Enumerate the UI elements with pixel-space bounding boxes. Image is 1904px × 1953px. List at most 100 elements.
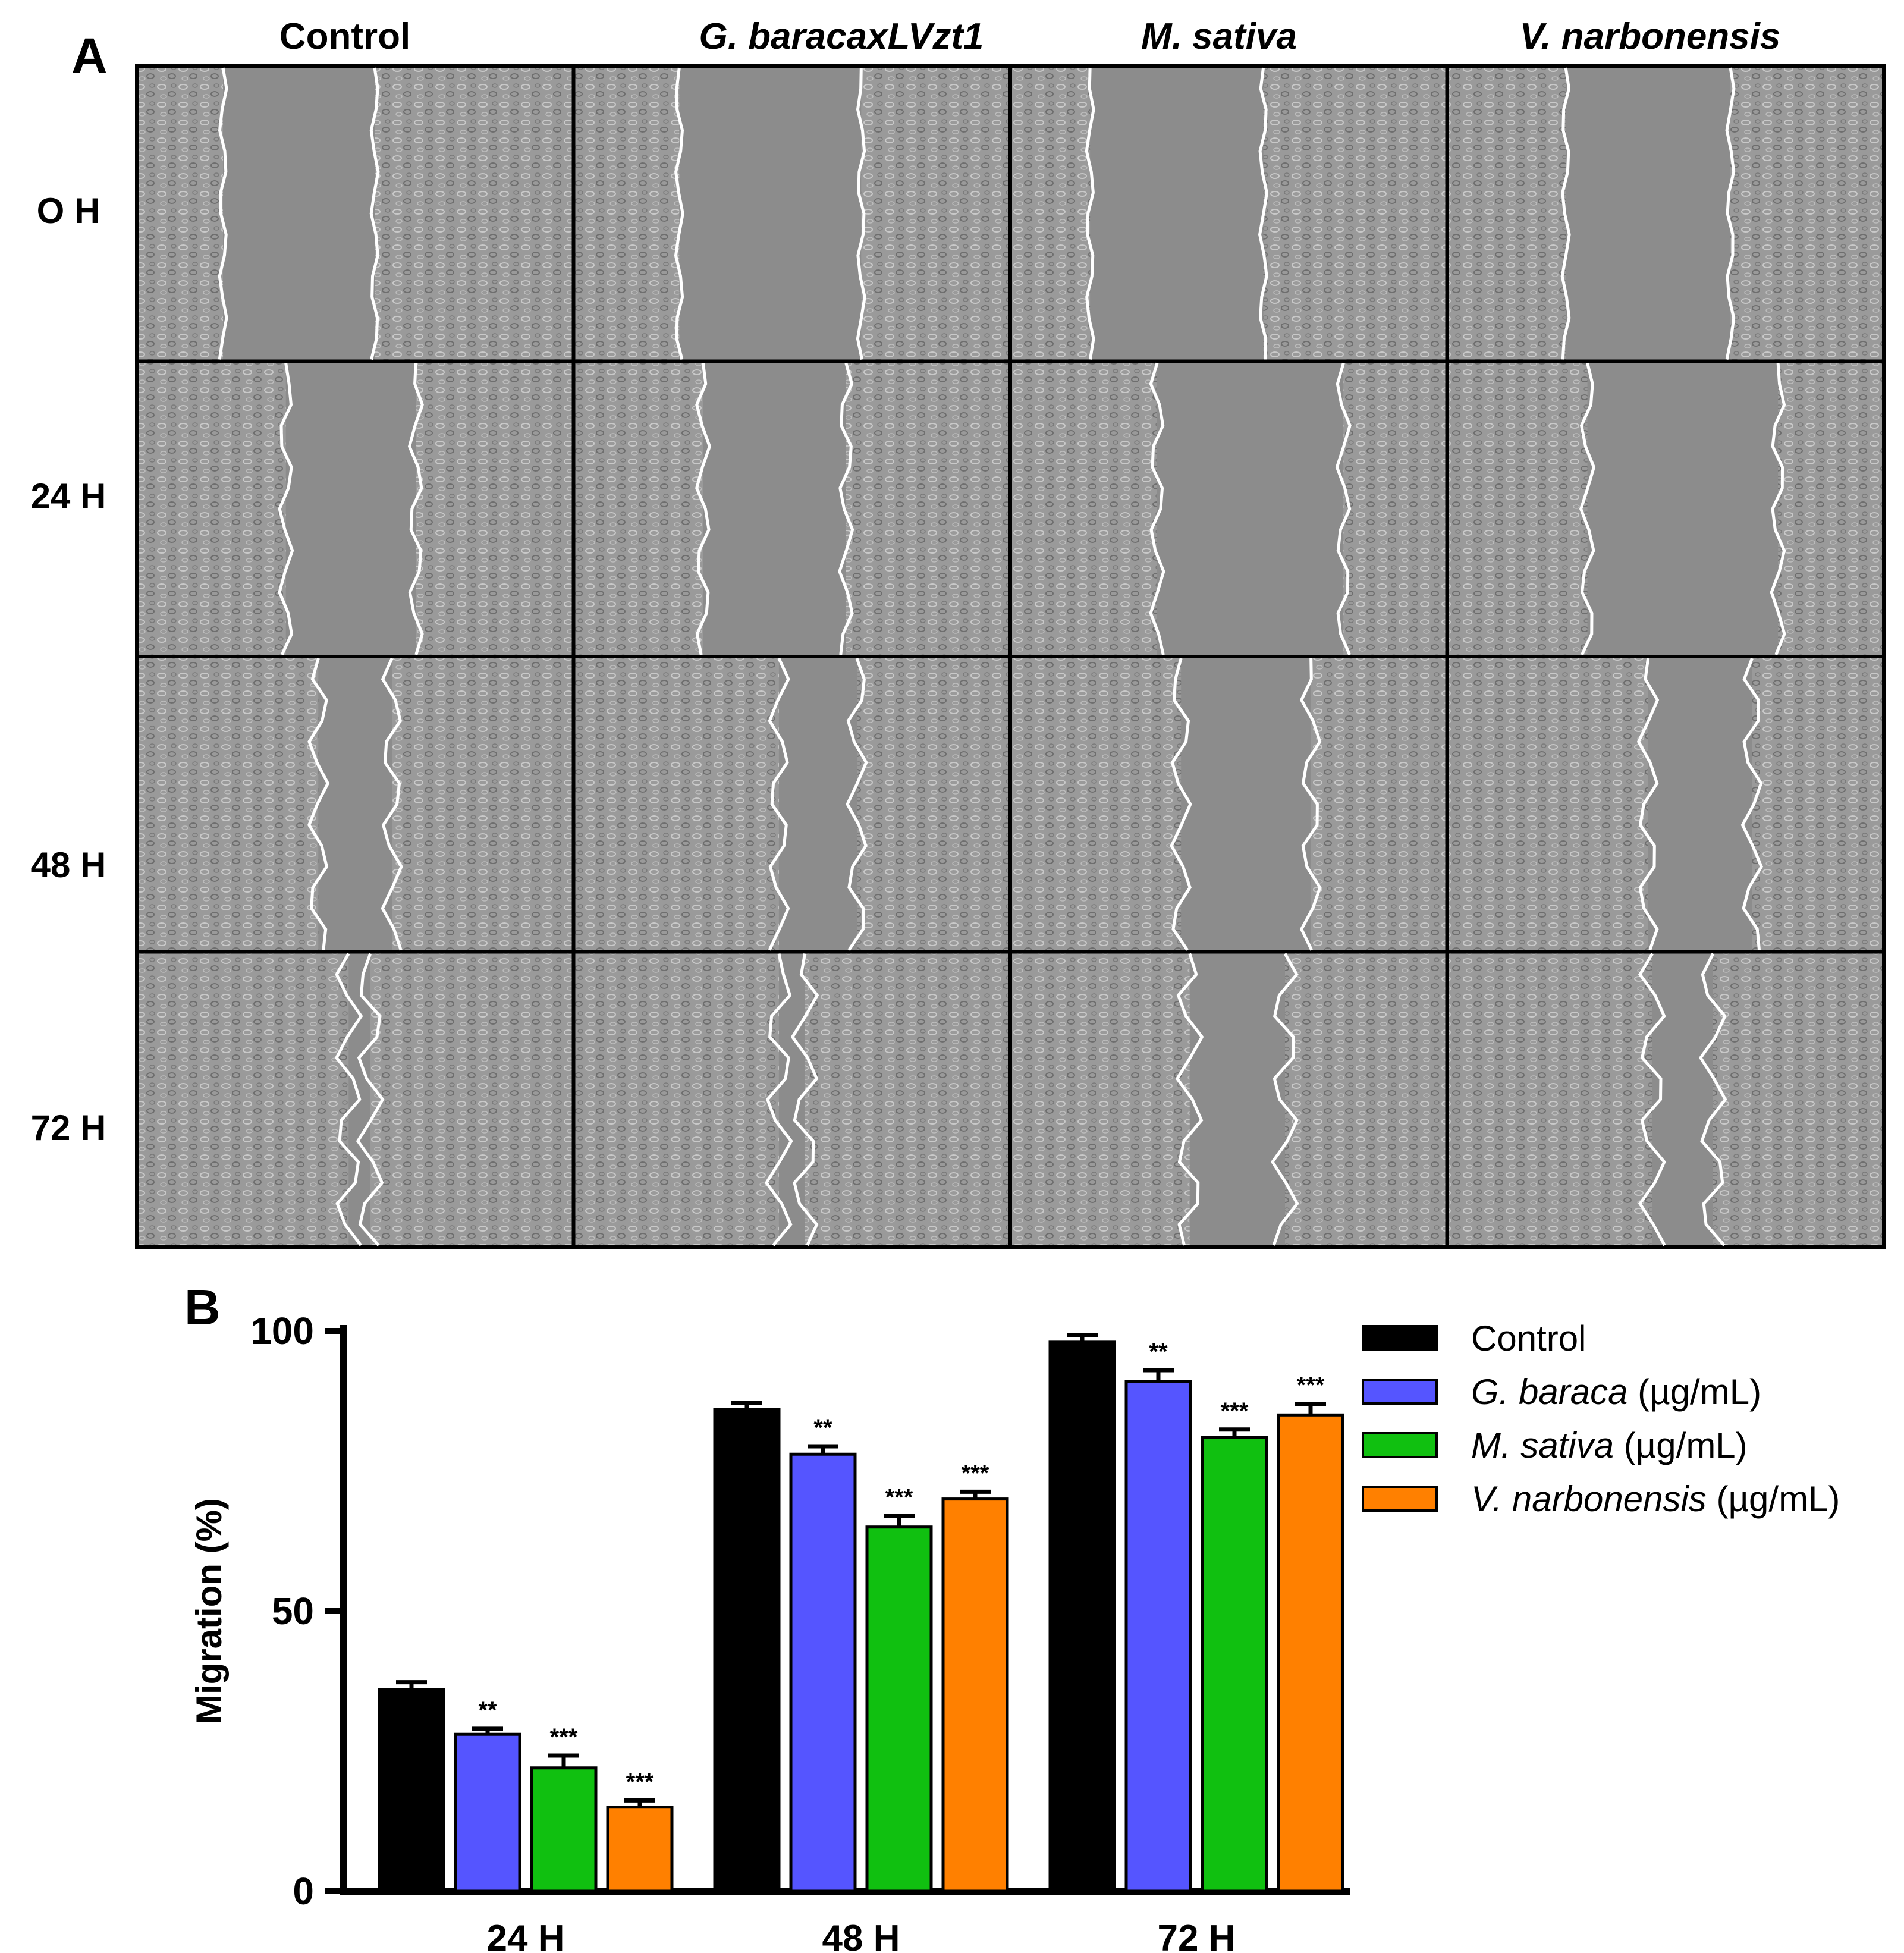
wound-edge-line <box>856 67 866 360</box>
chart-legend: Control G. baraca (µg/mL) M. sativa (µg/… <box>1362 1311 1840 1525</box>
wound-edge-line <box>1636 658 1660 951</box>
legend-unit-v-narbonensis: (µg/mL) <box>1706 1478 1840 1519</box>
row-label-48h: 48 H <box>30 845 106 885</box>
y-tick-label: 50 <box>272 1590 314 1632</box>
significance-label: ** <box>813 1415 832 1441</box>
legend-swatch-v-narbonensis <box>1362 1486 1438 1512</box>
micrograph-r0-c1 <box>575 67 1008 360</box>
wound-area <box>1157 363 1344 655</box>
wound-edge-line <box>846 658 868 951</box>
column-header-g-baraca: G. baracaxLVzt1 <box>699 16 984 57</box>
legend-item-m-sativa: M. sativa (µg/mL) <box>1362 1418 1840 1472</box>
wound-edge-line <box>381 657 403 951</box>
wound-edge-line <box>1085 67 1095 360</box>
micrograph-r2-c0 <box>139 657 572 951</box>
significance-label: *** <box>885 1484 913 1511</box>
micrograph-r0-c0 <box>139 67 572 360</box>
bar <box>1124 1380 1192 1893</box>
bar <box>606 1806 674 1893</box>
legend-item-g-baraca: G. baraca (µg/mL) <box>1362 1365 1840 1418</box>
micrograph-r1-c1 <box>575 362 1008 655</box>
x-tick-label: 24 H <box>487 1918 565 1953</box>
micrograph-r3-c0 <box>139 953 572 1246</box>
y-tick-label: 0 <box>293 1870 314 1913</box>
significance-label: *** <box>1221 1398 1249 1424</box>
bar <box>865 1525 933 1893</box>
wound-edge-line <box>307 658 330 950</box>
micrograph-r3-c3 <box>1449 953 1882 1246</box>
bar <box>378 1688 445 1893</box>
wound-edge-line <box>1170 658 1192 951</box>
bar <box>713 1408 781 1893</box>
column-header-control: Control <box>279 16 411 57</box>
wound-edge-line <box>674 67 684 360</box>
bar <box>941 1497 1009 1893</box>
significance-label: ** <box>1149 1339 1168 1365</box>
legend-name-control: Control <box>1471 1318 1586 1358</box>
legend-swatch-m-sativa <box>1362 1432 1438 1458</box>
significance-label: *** <box>550 1724 578 1750</box>
x-tick-label: 48 H <box>822 1918 900 1953</box>
x-tick-label: 72 H <box>1158 1918 1236 1953</box>
bar <box>530 1766 598 1893</box>
bar <box>1048 1340 1116 1893</box>
legend-swatch-g-baraca <box>1362 1379 1438 1405</box>
legend-name-m-sativa: M. sativa <box>1471 1425 1614 1465</box>
wound-edge-line <box>1638 953 1666 1246</box>
wound-edge-line <box>1258 67 1268 360</box>
wound-edge-line <box>1725 67 1736 360</box>
wound-edge-line <box>768 657 790 951</box>
bar <box>789 1452 857 1893</box>
legend-unit-g-baraca: (µg/mL) <box>1627 1371 1762 1412</box>
wound-area <box>318 658 392 950</box>
wound-edge-line <box>838 362 854 655</box>
significance-label: *** <box>1297 1372 1325 1398</box>
wound-edge-line <box>407 363 424 655</box>
wound-area <box>1566 68 1731 360</box>
bar <box>1277 1413 1344 1893</box>
wound-area <box>285 363 416 655</box>
wound-edge-line <box>278 363 294 656</box>
wound-edge-line <box>1740 658 1763 950</box>
micrograph-r1-c0 <box>139 363 572 656</box>
micrograph-r0-c3 <box>1449 67 1882 360</box>
y-tick-label: 100 <box>250 1310 314 1352</box>
micrograph-r2-c1 <box>575 657 1008 951</box>
micrograph-r1-c2 <box>1012 362 1446 655</box>
wound-edge-line <box>356 953 385 1246</box>
wound-edge-line <box>1299 658 1322 951</box>
wound-area <box>1648 658 1752 950</box>
micrograph-r3-c2 <box>1012 953 1446 1246</box>
wound-edge-line <box>695 363 712 655</box>
wound-edge-line <box>1175 953 1204 1246</box>
wound-area <box>1181 658 1311 950</box>
micrograph-r2-c3 <box>1449 658 1882 951</box>
wound-area <box>1090 68 1264 360</box>
wound-edge-line <box>369 67 380 360</box>
wound-edge-line <box>1579 362 1596 656</box>
legend-name-v-narbonensis: V. narbonensis <box>1471 1478 1707 1519</box>
significance-label: *** <box>626 1769 654 1795</box>
significance-label: *** <box>962 1460 989 1486</box>
wound-area <box>1587 363 1779 655</box>
micrograph-r3-c1 <box>575 953 1008 1246</box>
panel-a-label: A <box>71 28 108 84</box>
wound-area <box>1189 953 1285 1245</box>
wound-edge-line <box>764 953 793 1246</box>
legend-name-g-baraca: G. baraca <box>1471 1371 1628 1412</box>
micrograph-r1-c3 <box>1449 362 1882 656</box>
column-header-v-narbonensis: V. narbonensis <box>1519 16 1781 57</box>
wound-area <box>223 68 375 360</box>
row-label-24h: 24 H <box>30 476 106 516</box>
wound-edge-line <box>1335 362 1352 655</box>
wound-edge-line <box>218 67 228 360</box>
wound-area <box>703 363 846 655</box>
micrograph-r2-c2 <box>1012 658 1446 951</box>
wound-edge-line <box>1270 953 1299 1246</box>
wound-area <box>679 68 862 360</box>
wound-edge-line <box>790 953 819 1246</box>
wound-edge-line <box>1560 67 1571 360</box>
bar <box>1201 1436 1268 1893</box>
micrograph-r0-c2 <box>1012 67 1446 360</box>
